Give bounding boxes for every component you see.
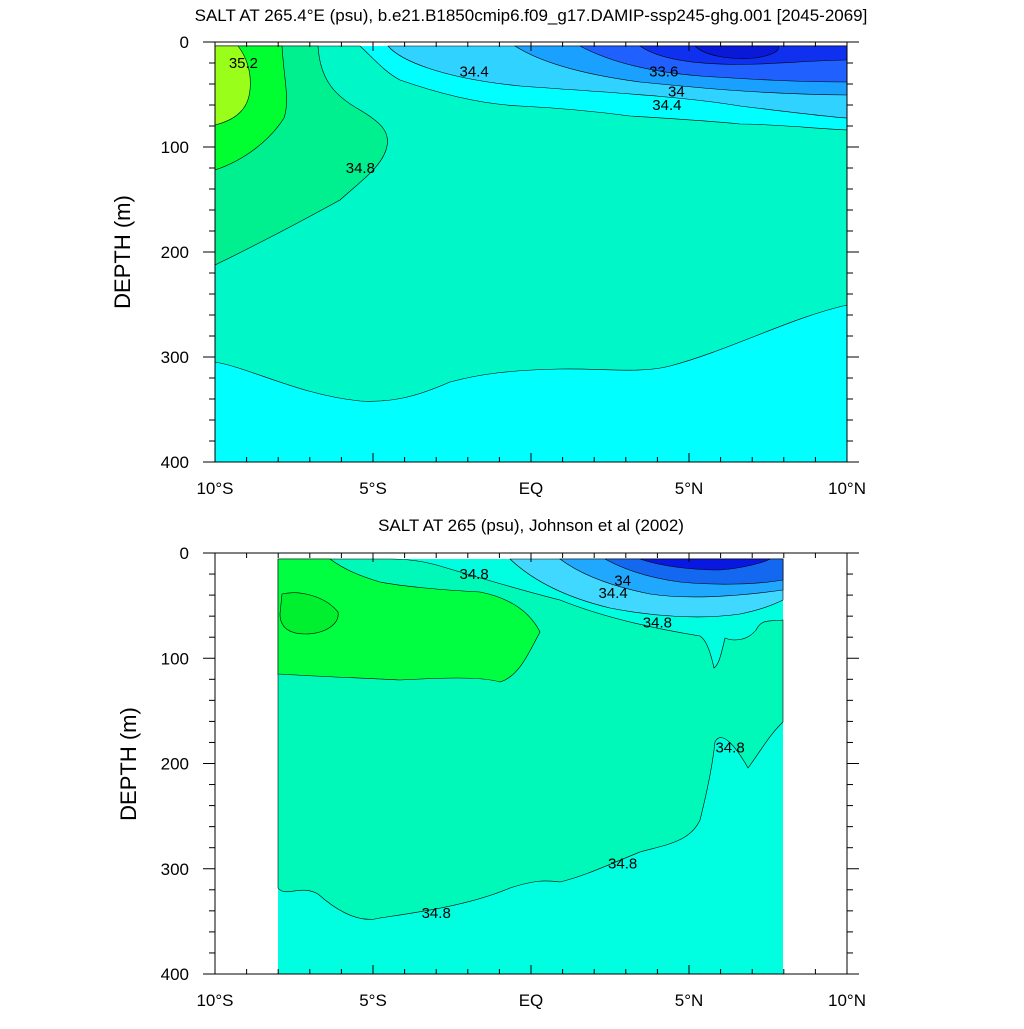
y-tick-label: 100 [161, 649, 189, 668]
y-tick-label: 200 [161, 755, 189, 774]
contour-label: 34.8 [346, 160, 375, 177]
x-tick-label: 10°N [828, 991, 866, 1010]
y-tick-label: 200 [161, 243, 189, 262]
contour-label: 34.4 [652, 97, 681, 114]
y-tick-label: 300 [161, 348, 189, 367]
x-tick-label: 5°N [675, 991, 704, 1010]
ticks-bottom: 10°S 5°S EQ 5°N 10°N 0 100 200 300 400 [161, 544, 866, 1010]
fill-deep-blue-bottom [639, 558, 772, 571]
contour-label: 34.8 [608, 855, 637, 872]
y-tick-label: 0 [180, 33, 189, 52]
y-tick-label: 0 [180, 544, 189, 563]
panel-top-title: SALT AT 265.4°E (psu), b.e21.B1850cmip6.… [195, 6, 868, 25]
contour-field-top [215, 45, 847, 462]
panel-bot-ylabel: DEPTH (m) [116, 707, 141, 821]
x-tick-label: EQ [519, 479, 544, 498]
fill-354-top [215, 45, 251, 126]
fill-core-fresh-top [694, 45, 779, 59]
panel-observations: SALT AT 265 (psu), Johnson et al (2002) … [116, 516, 866, 1010]
ticks-top: 10°S 5°S EQ 5°N 10°N 0 100 200 300 400 [161, 33, 866, 498]
y-tick-label: 300 [161, 860, 189, 879]
fill-354-bottom [279, 592, 339, 635]
x-tick-label: 5°S [359, 479, 387, 498]
x-tick-label: 10°S [196, 479, 233, 498]
y-tick-label: 400 [161, 453, 189, 472]
contour-field-bottom [277, 558, 784, 974]
contour-label: 34.8 [643, 614, 672, 631]
contour-label: 34 [668, 83, 685, 100]
contour-label: 33.6 [649, 63, 678, 80]
x-tick-label: 10°N [828, 479, 866, 498]
fill-352-bottom [277, 558, 541, 683]
y-tick-label: 100 [161, 138, 189, 157]
x-tick-label: 5°N [675, 479, 704, 498]
y-tick-label: 400 [161, 965, 189, 984]
contour-label: 34 [614, 572, 631, 589]
contour-label: 34.4 [599, 585, 628, 602]
contour-label: 34.4 [460, 63, 489, 80]
x-tick-label: 10°S [196, 991, 233, 1010]
x-tick-label: EQ [519, 991, 544, 1010]
contour-label: 34.8 [715, 740, 744, 757]
panel-model: SALT AT 265.4°E (psu), b.e21.B1850cmip6.… [110, 6, 867, 498]
contour-label: 34.8 [422, 905, 451, 922]
panel-bot-title: SALT AT 265 (psu), Johnson et al (2002) [378, 516, 684, 535]
x-tick-label: 5°S [359, 991, 387, 1010]
panel-top-ylabel: DEPTH (m) [110, 195, 135, 309]
contour-label: 35.2 [229, 55, 258, 72]
contour-label: 34.8 [460, 566, 489, 583]
